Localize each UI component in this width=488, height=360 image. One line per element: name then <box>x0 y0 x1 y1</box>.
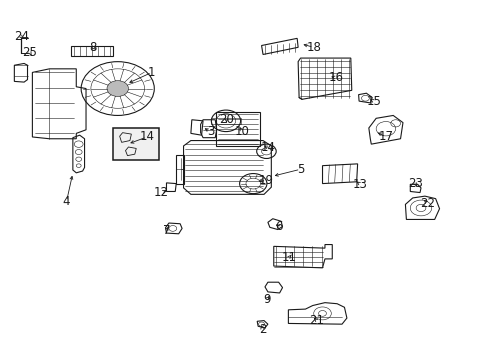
Bar <box>211 118 240 124</box>
Text: 2: 2 <box>258 323 266 336</box>
Text: 7: 7 <box>163 224 170 237</box>
Text: 10: 10 <box>234 125 249 138</box>
Text: 14: 14 <box>139 130 154 144</box>
Text: 23: 23 <box>407 177 422 190</box>
Text: 9: 9 <box>263 293 270 306</box>
Bar <box>71 45 113 56</box>
Text: 17: 17 <box>378 130 393 144</box>
Bar <box>216 112 260 146</box>
Bar <box>113 128 159 160</box>
Text: 24: 24 <box>14 30 29 43</box>
Circle shape <box>107 81 128 96</box>
Text: 15: 15 <box>366 95 380 108</box>
Text: 19: 19 <box>259 174 273 186</box>
Text: 13: 13 <box>352 178 367 191</box>
Text: 8: 8 <box>89 41 97 54</box>
Text: 4: 4 <box>62 195 70 208</box>
Text: 3: 3 <box>206 125 214 138</box>
Text: 14: 14 <box>260 141 275 154</box>
Text: 1: 1 <box>148 66 155 79</box>
Text: 22: 22 <box>419 197 434 210</box>
Text: 6: 6 <box>274 220 282 233</box>
Text: 11: 11 <box>281 251 296 264</box>
Text: 21: 21 <box>308 314 324 327</box>
Text: 20: 20 <box>219 113 233 126</box>
Text: 18: 18 <box>305 41 321 54</box>
Text: 16: 16 <box>328 71 343 84</box>
Text: 12: 12 <box>154 186 169 199</box>
Text: 25: 25 <box>22 46 37 59</box>
Text: 5: 5 <box>296 163 304 176</box>
